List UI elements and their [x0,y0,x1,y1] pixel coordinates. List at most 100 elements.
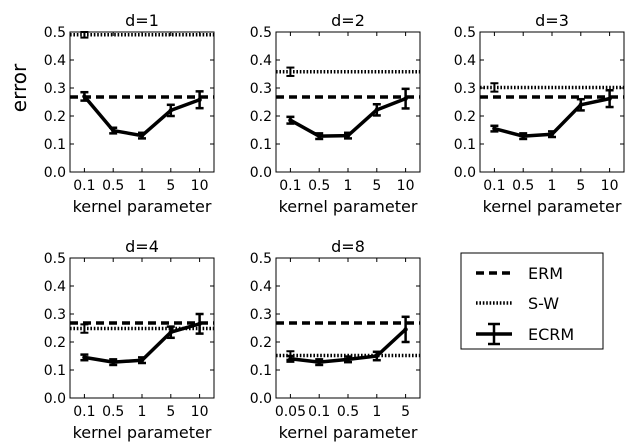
y-tick-label: 0.3 [44,307,66,323]
x-tick-label: 0.5 [512,178,534,194]
chart-panel-4: 0.0 0.1 0.2 0.3 0.4 0.5 0.1 0.5 1 5 10 d=4 kernel pa… [44,237,215,442]
ecrm-point [345,357,351,362]
y-tick-label: 0.2 [250,335,272,351]
x-axis-label: kernel parameter [73,423,212,442]
ecrm-point [111,359,116,365]
chart-panel-5: 0.00.10.20.30.40.50.05 0.1 0.5 1 5d=8kernel … [250,237,421,442]
y-tick-label: 0.3 [250,307,272,323]
x-tick-label: 0.05 [275,404,306,420]
x-tick-label: 0.1 [73,404,95,420]
panel-title: d=4 [125,237,159,256]
y-tick-label: 0.1 [250,363,272,379]
y-tick-label: 0.2 [44,109,66,125]
x-tick-label: 0.1 [483,178,505,194]
x-tick-label: 0.5 [308,178,330,194]
y-tick-label: 0.0 [250,165,272,181]
x-tick-label: 1 [548,178,557,194]
panel-title: d=1 [125,11,159,30]
x-tick-label: 10 [601,178,619,194]
ecrm-point [168,330,173,335]
y-tick-label: 0.2 [454,109,476,125]
y-tick-label: 0.2 [44,335,66,351]
x-tick-label: 0.1 [73,178,95,194]
plot-frame [275,31,421,173]
x-tick-label: 10 [191,404,209,420]
ecrm-point [549,132,555,137]
y-tick-label: 0.4 [250,53,272,69]
chart-panel-2: 0.0 0.1 0.2 0.3 0.4 0.5 0.1 0.5 1 5 10 d=2 kernel pa… [250,11,421,216]
y-tick-label: 0.0 [454,165,476,181]
y-axis-label: error [7,63,31,112]
legend: ERM S-W ECRM [460,252,604,350]
ecrm-line [289,97,407,138]
x-tick-label: 5 [372,178,381,194]
y-tick-label: 0.3 [454,81,476,97]
x-axis-label: kernel parameter [279,423,418,442]
ecrm-point [492,126,497,131]
y-tick-label: 0.4 [250,279,272,295]
ecrm-point [403,327,408,332]
x-tick-label: 0.1 [308,404,330,420]
y-tick-label: 0.1 [250,137,272,153]
x-tick-label: 1 [138,178,147,194]
ecrm-point [374,107,379,113]
x-tick-label: 10 [397,178,415,194]
legend-erm-label: ERM [528,264,563,283]
ecrm-point [345,133,351,138]
y-tick-label: 0.5 [250,25,272,41]
x-tick-label: 5 [166,178,175,194]
x-tick-label: 5 [166,404,175,420]
y-tick-label: 0.5 [250,251,272,267]
ecrm-point [139,133,145,138]
ecrm-point [288,118,293,123]
y-tick-label: 0.5 [454,25,476,41]
y-tick-label: 0.4 [44,53,66,69]
panel-title: d=2 [331,11,365,30]
chart-panel-1: 0.0 0.1 0.2 0.3 0.4 0.5 0.1 0.5 1 5 10 d=1 kernel pa… [44,11,215,216]
legend-ecrm-swatch [476,322,512,346]
legend-ecrm-label: ECRM [528,325,574,344]
ecrm-point [521,133,526,139]
y-tick-label: 0.0 [44,391,66,407]
y-tick-label: 0.0 [44,165,66,181]
y-tick-label: 0.4 [454,53,476,69]
ecrm-point [317,133,322,139]
x-tick-label: 0.5 [337,404,359,420]
x-tick-label: 0.5 [102,178,124,194]
panel-title: d=8 [331,237,365,256]
x-tick-label: 1 [372,404,381,420]
ecrm-point [168,108,173,113]
y-tick-label: 0.2 [250,109,272,125]
plot-frame [275,257,421,399]
y-tick-label: 0.5 [44,25,66,41]
plot-frame [69,31,215,173]
panel-title: d=3 [535,11,569,30]
plot-frame [69,257,215,399]
chart-panel-3: 0.0 0.1 0.2 0.3 0.4 0.5 0.1 0.5 1 5 10 d=3 kernel pa… [454,11,625,216]
y-tick-label: 0.3 [44,81,66,97]
ecrm-point [82,355,87,360]
y-tick-label: 0.4 [44,279,66,295]
x-tick-label: 5 [401,404,410,420]
x-axis-label: kernel parameter [73,197,212,216]
y-tick-label: 0.1 [44,363,66,379]
y-tick-label: 0.0 [250,391,272,407]
x-tick-label: 5 [576,178,585,194]
legend-sw-label: S-W [528,294,559,313]
ecrm-point [317,359,322,365]
x-tick-label: 0.5 [102,404,124,420]
y-tick-label: 0.3 [250,81,272,97]
x-tick-label: 10 [191,178,209,194]
ecrm-line [83,95,201,138]
y-tick-label: 0.1 [454,137,476,153]
plot-frame [479,31,625,173]
x-axis-label: kernel parameter [483,197,622,216]
ecrm-point [139,358,145,363]
x-tick-label: 0.1 [279,178,301,194]
x-tick-label: 1 [344,178,353,194]
x-tick-label: 1 [138,404,147,420]
ecrm-point [111,128,116,133]
y-tick-label: 0.5 [44,251,66,267]
ecrm-point [578,102,583,108]
